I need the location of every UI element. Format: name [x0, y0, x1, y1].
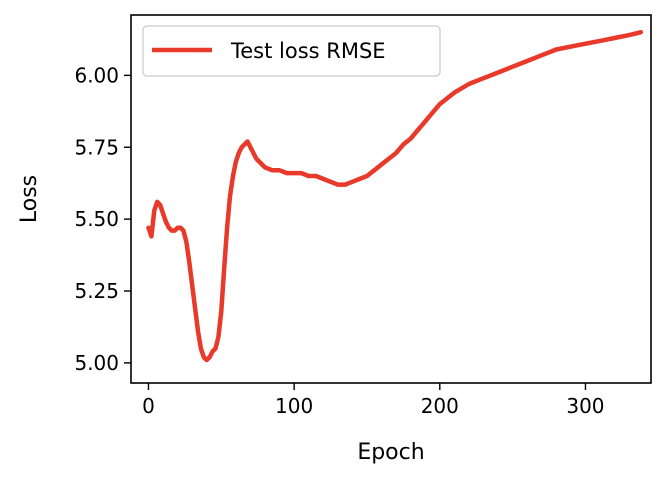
legend-label: Test loss RMSE — [230, 39, 386, 63]
y-tick-label: 5.50 — [74, 207, 119, 231]
x-axis: 0 100 200 300 — [142, 383, 605, 418]
x-tick-label: 100 — [275, 394, 313, 418]
y-axis-label: Loss — [17, 175, 42, 223]
plot-area — [146, 29, 644, 363]
series-line — [146, 29, 644, 363]
y-tick-label: 5.00 — [74, 351, 119, 375]
plot-frame — [130, 14, 652, 384]
x-tick-label: 300 — [566, 394, 604, 418]
x-tick-label: 0 — [142, 394, 155, 418]
y-tick-label: 6.00 — [74, 63, 119, 87]
legend-box — [142, 25, 441, 77]
y-axis: 5.00 5.25 5.50 5.75 6.00 — [74, 63, 131, 375]
y-tick-label: 5.75 — [74, 135, 119, 159]
x-tick-label: 200 — [421, 394, 459, 418]
legend: Test loss RMSE — [142, 25, 441, 77]
y-tick-label: 5.25 — [74, 279, 119, 303]
x-axis-label: Epoch — [357, 440, 424, 465]
